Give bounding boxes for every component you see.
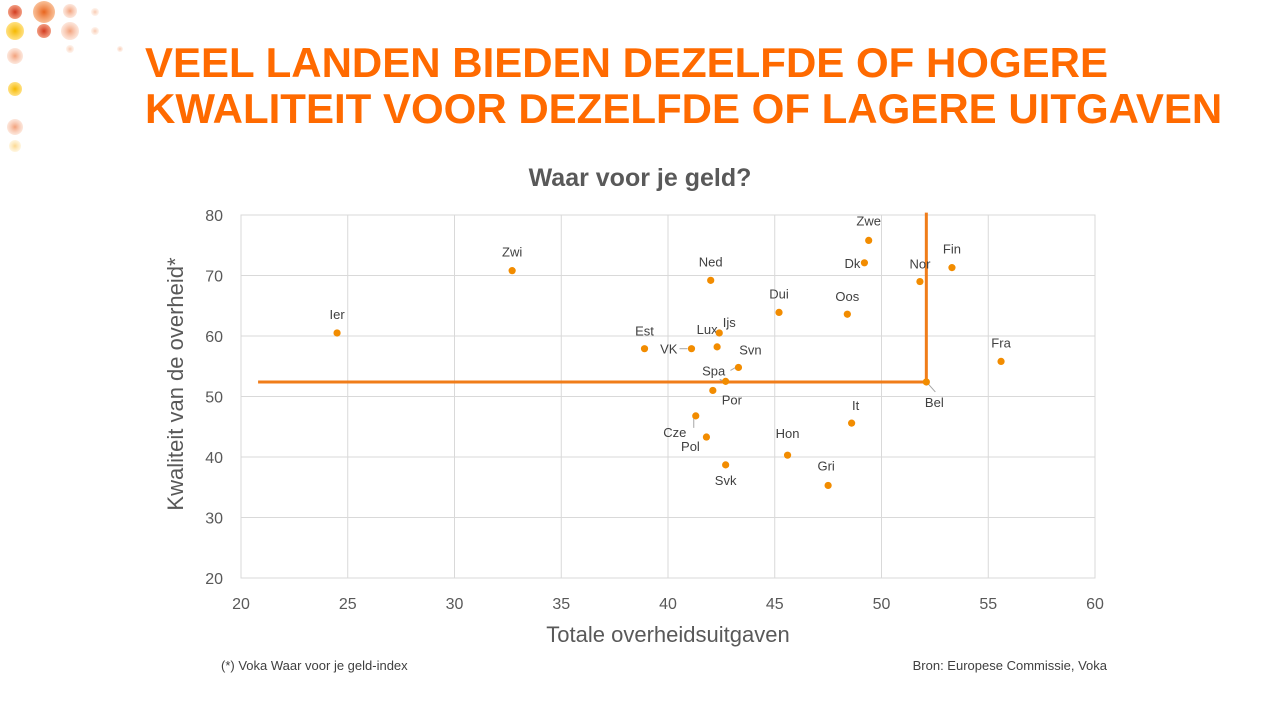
plot-area <box>240 214 1096 579</box>
x-tick-label: 55 <box>979 596 997 613</box>
data-label: Gri <box>817 458 834 473</box>
data-label: It <box>852 398 860 413</box>
data-label: Fra <box>991 335 1011 350</box>
data-label: Ijs <box>723 315 737 330</box>
x-axis-label: Totale overheidsuitgaven <box>546 622 789 647</box>
data-label: Fin <box>943 242 961 257</box>
data-label: Spa <box>702 363 726 378</box>
deco-dot <box>8 82 22 96</box>
data-point <box>508 267 516 275</box>
deco-dot <box>37 24 51 38</box>
y-tick-label: 30 <box>205 511 223 528</box>
headline-line-1: VEEL LANDEN BIEDEN DEZELFDE OF HOGERE <box>145 39 1108 86</box>
deco-dot <box>6 22 24 40</box>
y-tick-label: 80 <box>205 208 223 225</box>
deco-dot <box>7 119 23 135</box>
deco-dot <box>61 22 79 40</box>
data-point <box>948 264 956 272</box>
x-tick-label: 60 <box>1086 596 1104 613</box>
data-point <box>824 481 832 490</box>
data-label: Est <box>635 324 654 339</box>
data-point <box>843 310 851 318</box>
deco-dot <box>66 45 74 53</box>
data-point <box>333 329 341 337</box>
x-tick-label: 35 <box>552 596 570 613</box>
data-point <box>709 386 717 395</box>
y-tick-label: 40 <box>205 450 223 467</box>
data-label: Dui <box>769 286 789 301</box>
data-label: Cze <box>663 425 686 440</box>
chart-title: Waar voor je geld? <box>529 164 752 192</box>
deco-dot <box>33 1 55 23</box>
data-label: Zwe <box>856 213 881 228</box>
data-label: Svk <box>715 473 737 488</box>
x-tick-label: 30 <box>446 596 464 613</box>
x-tick-label: 45 <box>766 596 784 613</box>
deco-dot <box>117 46 123 52</box>
x-tick-label: 50 <box>873 596 891 613</box>
deco-dot <box>91 8 99 16</box>
data-label: Oos <box>835 289 859 304</box>
data-point <box>715 329 723 337</box>
reference-lines <box>258 212 928 384</box>
footnote: (*) Voka Waar voor je geld-index <box>221 658 408 673</box>
data-label: Zwi <box>502 245 522 260</box>
y-tick-label: 50 <box>205 390 223 407</box>
y-tick-label: 70 <box>205 269 223 286</box>
data-label: Bel <box>925 395 944 410</box>
data-point <box>775 308 783 317</box>
decorative-dots <box>6 1 123 152</box>
source-note: Bron: Europese Commissie, Voka <box>912 658 1107 673</box>
data-point <box>997 357 1005 366</box>
data-point <box>722 461 730 469</box>
deco-dot <box>91 27 99 35</box>
tick-labels: 20 25 30 35 40 45 50 55 60 20 30 40 50 60 70 80 <box>205 208 1104 613</box>
data-point <box>702 433 711 441</box>
data-point <box>707 276 715 284</box>
y-tick-label: 60 <box>205 329 223 346</box>
y-tick-label: 20 <box>205 571 223 588</box>
x-tick-label: 40 <box>659 596 677 613</box>
data-label: Dk <box>844 256 860 271</box>
x-tick-label: 25 <box>339 596 357 613</box>
data-point <box>916 277 924 286</box>
data-label: Ned <box>699 254 723 269</box>
data-point <box>734 363 743 372</box>
y-axis-label: Kwaliteit van de overheid* <box>163 257 188 511</box>
headline: VEEL LANDEN BIEDEN DEZELFDE OF HOGERE KW… <box>145 40 1265 132</box>
data-point <box>687 345 696 353</box>
data-point <box>860 259 869 267</box>
data-label: VK <box>660 342 678 357</box>
data-label: Lux <box>697 322 718 337</box>
data-point <box>848 419 856 427</box>
data-point <box>865 236 873 245</box>
data-point <box>692 412 700 420</box>
data-label: Hon <box>776 426 800 441</box>
data-point <box>722 377 730 385</box>
data-point <box>922 378 930 386</box>
data-label: Ier <box>329 307 345 322</box>
deco-dot <box>7 48 23 64</box>
data-label: Pol <box>681 439 700 454</box>
headline-line-2: KWALITEIT VOOR DEZELFDE OF LAGERE UITGAV… <box>145 85 1223 132</box>
data-point <box>713 343 721 351</box>
data-point <box>640 345 649 353</box>
deco-dot <box>8 5 22 19</box>
data-label: Por <box>722 392 743 407</box>
data-label: Nor <box>909 257 931 272</box>
data-point <box>783 451 792 459</box>
deco-dot <box>63 4 77 18</box>
x-tick-label: 20 <box>232 596 250 613</box>
data-label: Svn <box>739 342 761 357</box>
chart-grid <box>240 214 1096 579</box>
deco-dot <box>9 140 21 152</box>
